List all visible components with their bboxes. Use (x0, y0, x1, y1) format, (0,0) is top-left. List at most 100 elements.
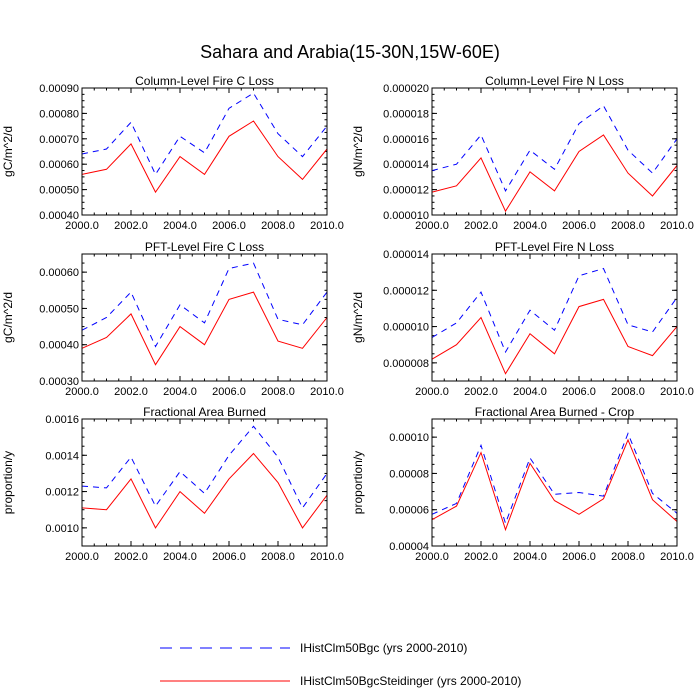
y-axis-label: proportion/y (351, 451, 365, 514)
series-line-blue-dashed (81, 262, 328, 348)
y-tick-label: 0.00008 (389, 468, 429, 480)
y-tick-label: 0.000016 (383, 134, 429, 146)
y-tick-label: 0.000010 (383, 322, 429, 334)
legend-label: IHistClm50BgcSteidinger (yrs 2000-2010) (300, 674, 521, 688)
chart-panel-2: Column-Level Fire N Loss gN/m^2/d 2000.0 20… (351, 74, 694, 232)
chart-panel-5: Fractional Area Burned proportion/y 2000.0… (1, 405, 344, 563)
plot-frame (431, 418, 678, 547)
x-tick-label: 2006.0 (212, 551, 246, 563)
y-axis-label: gN/m^2/d (351, 292, 365, 343)
x-tick-label: 2002.0 (464, 386, 498, 398)
x-tick-label: 2008.0 (261, 386, 295, 398)
plot-frame (81, 418, 328, 547)
x-tick-label: 2002.0 (114, 551, 148, 563)
series-line-blue-dashed (431, 105, 678, 192)
x-tick-label: 2008.0 (611, 386, 645, 398)
y-tick-label: 0.00060 (39, 267, 79, 279)
x-tick-label: 2008.0 (611, 551, 645, 563)
x-tick-label: 2004.0 (513, 386, 547, 398)
y-tick-label: 0.00040 (39, 340, 79, 352)
series-line-red-solid (81, 452, 328, 529)
legend-label: IHistClm50Bgc (yrs 2000-2010) (300, 641, 467, 655)
y-tick-label: 0.000018 (383, 108, 429, 120)
x-tick-label: 2006.0 (562, 220, 596, 232)
y-tick-label: 0.0016 (45, 414, 79, 426)
x-tick-label: 2004.0 (513, 220, 547, 232)
y-tick-label: 0.000014 (383, 249, 429, 261)
x-tick-label: 2006.0 (562, 551, 596, 563)
x-tick-label: 2006.0 (562, 386, 596, 398)
chart-title: PFT-Level Fire N Loss (495, 240, 614, 254)
y-tick-label: 0.00080 (39, 108, 79, 120)
y-tick-label: 0.00010 (389, 432, 429, 444)
y-tick-label: 0.0014 (45, 450, 79, 462)
x-tick-label: 2004.0 (163, 386, 197, 398)
y-tick-label: 0.000008 (383, 358, 429, 370)
x-tick-label: 2010.0 (310, 551, 344, 563)
x-tick-label: 2004.0 (163, 220, 197, 232)
x-tick-label: 2010.0 (660, 551, 694, 563)
y-axis-label: gC/m^2/d (1, 292, 15, 343)
chart-title: PFT-Level Fire C Loss (145, 240, 264, 254)
x-tick-label: 2000.0 (65, 551, 99, 563)
x-tick-label: 2000.0 (415, 551, 449, 563)
x-tick-label: 2010.0 (310, 386, 344, 398)
x-tick-label: 2010.0 (310, 220, 344, 232)
plot-frame (431, 87, 678, 216)
y-tick-label: 0.000012 (383, 185, 429, 197)
x-tick-label: 2008.0 (611, 220, 645, 232)
x-tick-label: 2000.0 (415, 220, 449, 232)
y-tick-label: 0.000010 (383, 210, 429, 222)
x-tick-label: 2006.0 (212, 220, 246, 232)
x-tick-label: 2004.0 (163, 551, 197, 563)
x-tick-label: 2000.0 (65, 220, 99, 232)
chart-panel-4: PFT-Level Fire N Loss gN/m^2/d 2000.0 2002.… (351, 240, 694, 398)
legend: IHistClm50Bgc (yrs 2000-2010) IHistClm50B… (160, 641, 521, 688)
legend-item-1: IHistClm50Bgc (yrs 2000-2010) (160, 641, 467, 655)
x-tick-label: 2002.0 (114, 220, 148, 232)
plot-frame (81, 87, 328, 216)
series-line-blue-dashed (431, 432, 678, 525)
plot-frame (431, 253, 678, 382)
x-tick-label: 2010.0 (660, 386, 694, 398)
series-line-red-solid (81, 291, 328, 366)
chart-title: Column-Level Fire C Loss (135, 74, 274, 88)
plot-frame (81, 253, 328, 382)
y-tick-label: 0.000014 (383, 159, 429, 171)
y-tick-label: 0.00030 (39, 376, 79, 388)
chart-title: Column-Level Fire N Loss (485, 74, 624, 88)
legend-item-2: IHistClm50BgcSteidinger (yrs 2000-2010) (160, 674, 521, 688)
x-tick-label: 2008.0 (261, 551, 295, 563)
y-tick-label: 0.0012 (45, 487, 79, 499)
x-tick-label: 2006.0 (212, 386, 246, 398)
y-tick-label: 0.00004 (389, 541, 429, 553)
series-line-red-solid (81, 120, 328, 194)
figure-title: Sahara and Arabia(15-30N,15W-60E) (200, 42, 500, 62)
y-tick-label: 0.00050 (39, 185, 79, 197)
y-tick-label: 0.00040 (39, 210, 79, 222)
series-line-red-solid (431, 438, 678, 532)
series-line-blue-dashed (81, 92, 328, 176)
x-tick-label: 2002.0 (464, 220, 498, 232)
y-tick-label: 0.000012 (383, 285, 429, 297)
x-tick-label: 2000.0 (415, 386, 449, 398)
series-line-blue-dashed (81, 425, 328, 509)
y-tick-label: 0.00050 (39, 303, 79, 315)
y-tick-label: 0.0010 (45, 523, 79, 535)
x-tick-label: 2000.0 (65, 386, 99, 398)
x-tick-label: 2010.0 (660, 220, 694, 232)
series-line-red-solid (431, 134, 678, 213)
x-tick-label: 2004.0 (513, 551, 547, 563)
y-tick-label: 0.00060 (39, 159, 79, 171)
x-tick-label: 2002.0 (114, 386, 148, 398)
y-tick-label: 0.00006 (389, 505, 429, 517)
series-line-blue-dashed (431, 267, 678, 354)
chart-title: Fractional Area Burned - Crop (475, 405, 635, 419)
panels: Column-Level Fire C Loss gC/m^2/d 2000.0 20… (1, 74, 694, 563)
x-tick-label: 2002.0 (464, 551, 498, 563)
y-tick-label: 0.000020 (383, 83, 429, 95)
y-axis-label: gN/m^2/d (351, 126, 365, 177)
chart-title: Fractional Area Burned (143, 405, 266, 419)
